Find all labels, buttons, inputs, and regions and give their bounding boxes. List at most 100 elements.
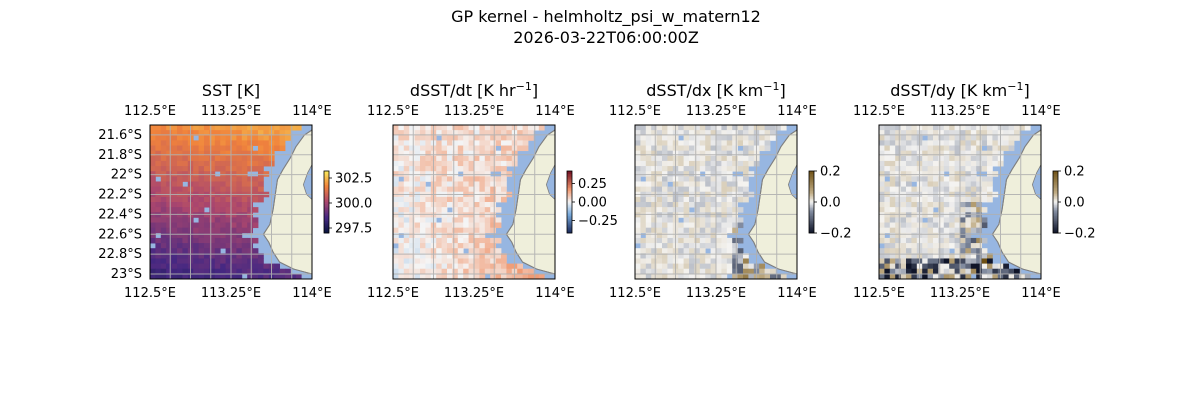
heatmap-cell: [976, 237, 982, 244]
heatmap-cell: [171, 268, 178, 275]
heatmap-cell: [409, 166, 415, 172]
heatmap-cell: [656, 140, 663, 146]
heatmap-cell: [247, 212, 253, 218]
heatmap-cell: [721, 140, 728, 146]
heatmap-cell: [457, 268, 464, 275]
x-tick-label-top: 113.25°E: [686, 104, 746, 119]
heatmap-cell: [981, 217, 988, 223]
heatmap-cell: [452, 155, 459, 162]
heatmap-cell: [689, 227, 695, 234]
heatmap-cell: [938, 125, 945, 131]
heatmap-cell: [732, 202, 738, 208]
colorbar-swatch: [324, 183, 329, 186]
heatmap-cell: [879, 196, 885, 203]
heatmap-cell: [241, 171, 248, 177]
heatmap-cell: [879, 150, 885, 157]
heatmap-cell: [425, 155, 432, 162]
heatmap-cell: [889, 243, 896, 249]
heatmap-cell: [635, 202, 641, 208]
heatmap-cell: [204, 212, 210, 218]
heatmap-cell: [710, 248, 717, 254]
colorbar-frame: [323, 170, 330, 234]
heatmap-cell: [927, 181, 934, 187]
heatmap-cell: [737, 155, 744, 162]
heatmap-cell: [414, 248, 421, 254]
heatmap-cell: [279, 268, 286, 275]
heatmap-cell: [393, 207, 399, 213]
heatmap-cell: [662, 232, 668, 239]
heatmap-cell: [987, 196, 993, 203]
heatmap-cell: [987, 273, 993, 279]
heatmap-cell: [468, 186, 475, 193]
heatmap-cell: [495, 237, 502, 244]
heatmap-cell: [1019, 125, 1026, 131]
heatmap-cell: [640, 155, 647, 162]
heatmap-cell: [441, 181, 448, 187]
heatmap-cell: [150, 155, 156, 162]
heatmap-cell: [965, 248, 972, 254]
heatmap-cell: [414, 140, 421, 146]
heatmap-cell: [403, 258, 410, 264]
heatmap-cell: [425, 140, 432, 146]
heatmap-cell: [938, 243, 945, 249]
heatmap-cell: [922, 150, 928, 157]
heatmap-cell: [166, 160, 172, 167]
heatmap-cell: [171, 140, 178, 146]
heatmap-cell: [214, 248, 221, 254]
heatmap-cell: [970, 130, 977, 136]
heatmap-cell: [506, 155, 513, 162]
colorbar-swatch: [809, 217, 814, 220]
heatmap-cell: [220, 258, 226, 264]
heatmap-cell: [468, 222, 475, 229]
heatmap-cell: [414, 207, 421, 213]
heatmap-cell: [522, 140, 529, 146]
heatmap-cell: [699, 268, 706, 275]
heatmap-cell: [710, 160, 717, 167]
heatmap-cell: [906, 160, 912, 167]
heatmap-cell: [645, 171, 652, 177]
heatmap-cell: [938, 166, 945, 172]
heatmap-cell: [960, 186, 966, 193]
heatmap-cell: [425, 196, 432, 203]
heatmap-cell: [895, 253, 901, 259]
heatmap-cell: [900, 125, 907, 131]
heatmap-cell: [150, 258, 156, 264]
heatmap-cell: [689, 222, 695, 229]
heatmap-cell: [501, 135, 507, 141]
colorbar-swatch: [567, 200, 572, 203]
heatmap-cell: [209, 166, 216, 172]
heatmap-cell: [398, 258, 405, 264]
heatmap-cell: [398, 150, 405, 157]
heatmap-cell: [225, 166, 232, 172]
heatmap-cell: [911, 150, 918, 157]
heatmap-cell: [517, 130, 523, 136]
heatmap-cell: [965, 232, 972, 239]
heatmap-cell: [922, 145, 928, 152]
heatmap-cell: [452, 268, 459, 275]
heatmap-cell: [895, 222, 901, 229]
heatmap-cell: [171, 150, 178, 157]
heatmap-cell: [906, 243, 912, 249]
heatmap-cell: [884, 222, 891, 229]
heatmap-cell: [965, 273, 972, 279]
heatmap-cell: [155, 248, 162, 254]
heatmap-cell: [645, 258, 652, 264]
heatmap-cell: [976, 258, 982, 264]
heatmap-cell: [166, 268, 172, 275]
heatmap-cell: [662, 196, 668, 203]
heatmap-cell: [645, 243, 652, 249]
heatmap-cell: [252, 253, 259, 259]
heatmap-cell: [640, 171, 647, 177]
heatmap-cell: [987, 186, 993, 193]
heatmap-cell: [177, 268, 183, 275]
heatmap-cell: [231, 196, 237, 203]
heatmap-cell: [468, 232, 475, 239]
heatmap-cell: [656, 273, 663, 279]
heatmap-cell: [667, 125, 674, 131]
colorbar-swatch: [567, 178, 572, 181]
heatmap-cell: [976, 212, 982, 218]
heatmap-cell: [895, 196, 901, 203]
heatmap-cell: [922, 176, 928, 182]
heatmap-cell: [241, 160, 248, 167]
